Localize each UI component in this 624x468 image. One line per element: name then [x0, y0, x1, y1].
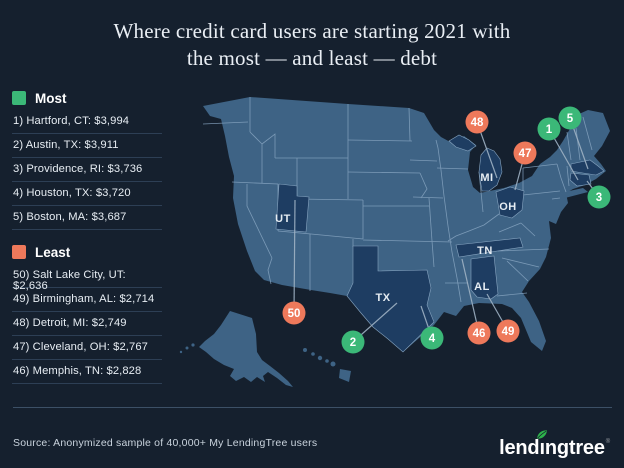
map-marker-label-2: 2 — [350, 337, 356, 349]
map-marker-46 — [467, 321, 491, 345]
most-list: 1) Hartford, CT: $3,994 2) Austin, TX: $3… — [12, 110, 162, 230]
map-marker-5 — [558, 106, 582, 130]
map-marker-label-3: 3 — [596, 192, 602, 204]
map-marker-49 — [496, 319, 520, 343]
least-swatch-icon — [12, 245, 26, 259]
list-item: 1) Hartford, CT: $3,994 — [12, 110, 162, 134]
state-MI-upper — [448, 134, 477, 152]
long-island — [560, 188, 588, 198]
map-marker-label-46: 46 — [473, 328, 486, 340]
rank-markers: 48 47 1 5 3 50 2 4 46 49 — [282, 106, 611, 354]
most-swatch-icon — [12, 91, 26, 105]
leader-line-46 — [461, 258, 480, 334]
legend-most-header: Most — [12, 90, 162, 106]
title-line-2: the most — and least — debt — [186, 46, 438, 70]
state-label-UT: UT — [275, 213, 291, 225]
state-UT — [275, 183, 310, 233]
least-list: 50) Salt Lake City, UT: $2,636 49) Birmin… — [12, 264, 162, 384]
list-item: 48) Detroit, MI: $2,749 — [12, 312, 162, 336]
state-label-TX: TX — [375, 292, 390, 304]
map-marker-3 — [587, 185, 611, 209]
state-MI — [478, 147, 503, 192]
source-note: Source: Anonymized sample of 40,000+ My … — [13, 437, 318, 449]
list-item: 49) Birmingham, AL: $2,714 — [12, 288, 162, 312]
state-borders — [202, 97, 593, 303]
map-marker-47 — [513, 141, 537, 165]
footer-divider — [13, 407, 612, 408]
map-marker-label-5: 5 — [567, 113, 574, 125]
list-item: 50) Salt Lake City, UT: $2,636 — [12, 264, 162, 292]
state-label-MI: MI — [480, 172, 493, 184]
map-marker-label-47: 47 — [519, 148, 532, 160]
state-labels: UT TX MI OH TN AL — [275, 172, 517, 304]
state-label-OH: OH — [499, 201, 517, 213]
map-marker-4 — [420, 326, 444, 350]
map-marker-2 — [341, 330, 365, 354]
title-line-1: Where credit card users are starting 202… — [113, 19, 511, 43]
map-marker-50 — [282, 301, 306, 325]
map-marker-1 — [537, 117, 561, 141]
legend-most-label: Most — [35, 90, 67, 106]
lendingtree-logo: lendı ngtree® — [499, 430, 610, 458]
list-item: 46) Memphis, TN: $2,828 — [12, 360, 162, 384]
state-TX — [346, 245, 435, 353]
state-OH — [495, 186, 525, 219]
alaska — [179, 311, 293, 387]
state-TN — [455, 237, 524, 258]
map-marker-label-49: 49 — [502, 326, 515, 338]
leaf-icon — [537, 430, 548, 439]
trademark-symbol: ® — [605, 439, 610, 445]
legend-least: Least 50) Salt Lake City, UT: $2,636 49) … — [12, 244, 162, 384]
list-item: 47) Cleveland, OH: $2,767 — [12, 336, 162, 360]
map-marker-label-4: 4 — [429, 333, 436, 345]
list-item: 2) Austin, TX: $3,911 — [12, 134, 162, 158]
list-item: 5) Boston, MA: $3,687 — [12, 206, 162, 230]
map-marker-label-50: 50 — [288, 308, 301, 320]
map-marker-label-1: 1 — [546, 124, 553, 136]
map-marker-label-48: 48 — [471, 117, 484, 129]
state-label-AL: AL — [474, 281, 490, 293]
list-item: 4) Houston, TX: $3,720 — [12, 182, 162, 206]
hawaii — [303, 348, 351, 382]
list-item: 3) Providence, RI: $3,736 — [12, 158, 162, 182]
page-title: Where credit card users are starting 202… — [0, 18, 624, 72]
state-label-TN: TN — [477, 245, 493, 257]
map-marker-48 — [465, 110, 489, 134]
legend-least-header: Least — [12, 244, 162, 260]
legend-most: Most 1) Hartford, CT: $3,994 2) Austin, T… — [12, 90, 162, 230]
highlighted-states — [275, 134, 605, 353]
legend-least-label: Least — [35, 244, 71, 260]
state-AL — [470, 255, 499, 300]
leader-line-50 — [293, 199, 296, 314]
lower48-landmass — [203, 97, 610, 352]
logo-i: ı — [537, 430, 548, 458]
